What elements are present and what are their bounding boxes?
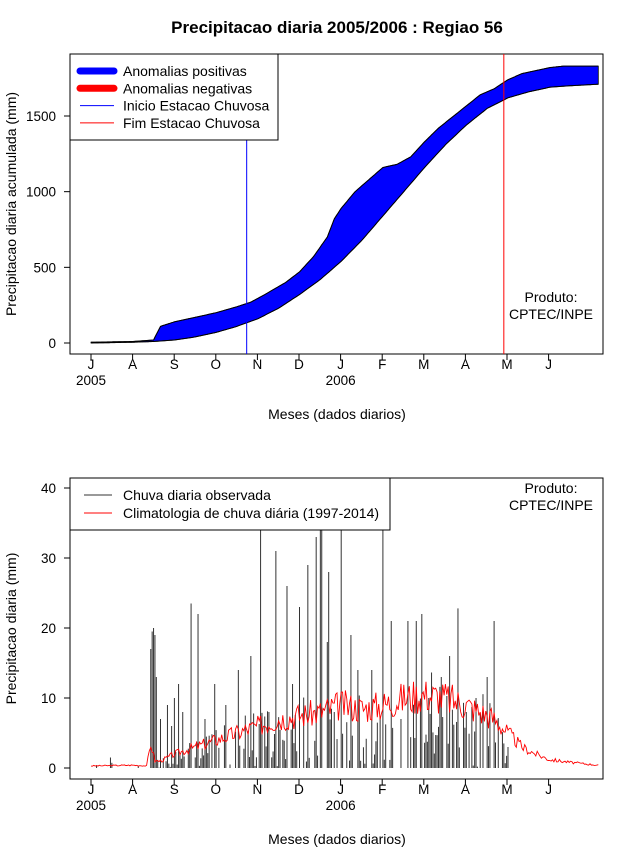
climatology-daily-line: [90, 681, 599, 767]
x-tick-label: N: [253, 357, 263, 372]
x-tick-label: J: [337, 357, 344, 372]
y-tick-label: 30: [41, 551, 56, 566]
x-tick-label: J: [337, 782, 344, 797]
credit-line: Produto:: [525, 480, 578, 496]
y-axis-label: Precipitacao diaria (mm): [3, 553, 19, 705]
x-tick-label: J: [88, 782, 95, 797]
legend-label: Anomalias positivas: [123, 63, 247, 79]
x-tick-label: S: [170, 357, 179, 372]
x-tick-label: M: [418, 782, 429, 797]
y-tick-label: 0: [48, 761, 56, 776]
x-axis-label: Meses (dados diarios): [268, 406, 406, 422]
x-tick-label: A: [461, 357, 470, 372]
legend-label: Anomalias negativas: [123, 80, 252, 96]
y-axis-label: Precipitacao diaria acumulada (mm): [3, 92, 19, 316]
y-tick-label: 1000: [26, 185, 56, 200]
x-tick-label: M: [501, 782, 512, 797]
observed-cumulative-line: [91, 65, 599, 343]
y-tick-label: 0: [48, 336, 56, 351]
chart-title: Precipitacao diaria 2005/2006 : Regiao 5…: [171, 18, 503, 37]
x-tick-label: D: [294, 782, 304, 797]
climatology-cumulative-line: [91, 83, 599, 344]
x-tick-label: A: [128, 782, 137, 797]
plot-frame: [69, 53, 604, 355]
x-tick-label: M: [501, 357, 512, 372]
x-tick-label: J: [545, 782, 552, 797]
observed-daily-bars: [96, 502, 509, 768]
x-tick-label: J: [88, 357, 95, 372]
x-tick-label: A: [128, 357, 137, 372]
legend-box: [69, 477, 391, 531]
credit-line: Produto:: [525, 289, 578, 305]
y-tick-label: 1500: [26, 109, 56, 124]
x-tick-label: M: [418, 357, 429, 372]
legend-label: Climatologia de chuva diária (1997-2014): [123, 505, 379, 521]
year-label: 2006: [326, 373, 356, 388]
credit-line: CPTEC/INPE: [509, 497, 593, 513]
y-tick-label: 40: [41, 481, 56, 496]
x-tick-label: D: [294, 357, 304, 372]
legend-label: Chuva diaria observada: [123, 487, 271, 503]
year-label: 2006: [326, 798, 356, 813]
credit-line: CPTEC/INPE: [509, 306, 593, 322]
x-tick-label: O: [211, 782, 222, 797]
x-axis-label: Meses (dados diarios): [268, 831, 406, 847]
x-tick-label: A: [461, 782, 470, 797]
x-tick-label: N: [253, 782, 263, 797]
y-tick-label: 500: [33, 260, 56, 275]
y-tick-label: 20: [41, 621, 56, 636]
x-tick-label: S: [170, 782, 179, 797]
year-label: 2005: [76, 373, 106, 388]
x-tick-label: F: [378, 357, 386, 372]
legend-label: Fim Estacao Chuvosa: [123, 115, 260, 131]
x-tick-label: O: [211, 357, 222, 372]
x-tick-label: F: [378, 782, 386, 797]
y-tick-label: 10: [41, 691, 56, 706]
year-label: 2005: [76, 798, 106, 813]
legend-label: Inicio Estacao Chuvosa: [123, 98, 270, 114]
x-tick-label: J: [545, 357, 552, 372]
